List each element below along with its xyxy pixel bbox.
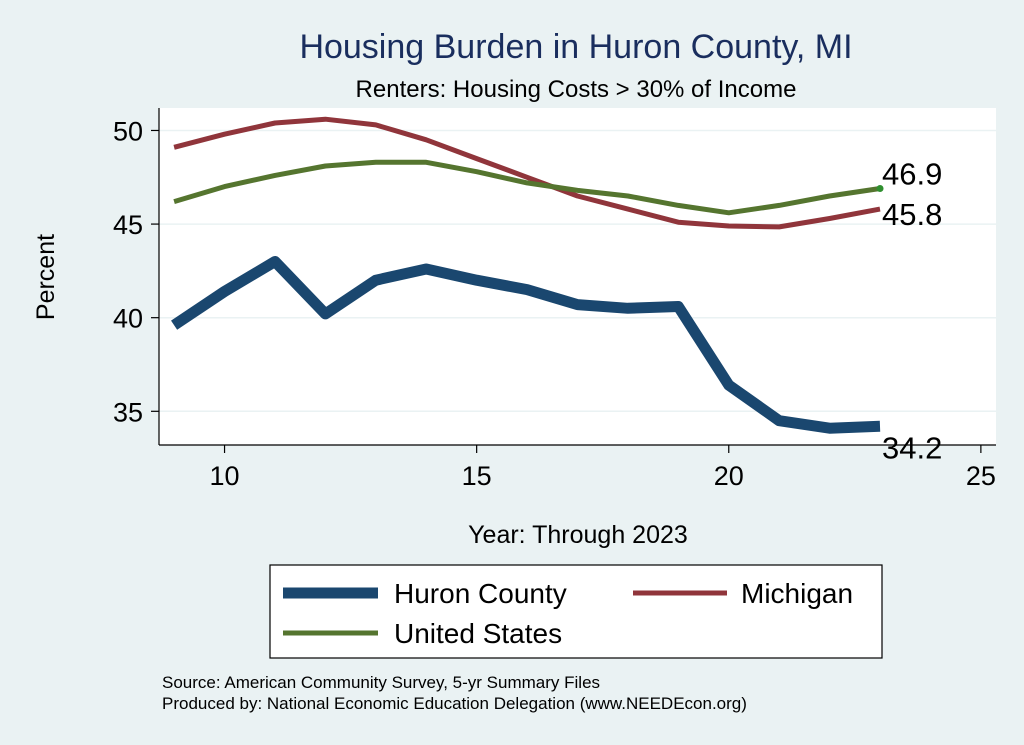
y-tick-label: 40: [113, 304, 143, 334]
series-layer: [171, 116, 884, 434]
producer-note: Produced by: National Economic Education…: [162, 694, 747, 713]
end-label-united-states: 46.9: [882, 157, 942, 192]
y-tick-label: 50: [113, 116, 143, 146]
end-label-michigan: 45.8: [882, 197, 942, 232]
series-line-huron-county: [171, 256, 881, 434]
chart-title: Housing Burden in Huron County, MI: [299, 28, 852, 66]
series-line-michigan: [173, 116, 881, 230]
legend-label-michigan: Michigan: [741, 578, 853, 609]
y-tick-label: 45: [113, 210, 143, 240]
x-axis-title: Year: Through 2023: [468, 521, 688, 549]
x-tick-label: 20: [714, 461, 744, 491]
legend-label-huron-county: Huron County: [394, 578, 567, 609]
chart-subtitle: Renters: Housing Costs > 30% of Income: [356, 76, 797, 103]
plot-area: [159, 108, 996, 445]
x-tick-label: 10: [210, 461, 240, 491]
y-axis-title: Percent: [32, 234, 60, 320]
gridlines: [159, 129, 996, 413]
y-tick-label: 35: [113, 397, 143, 427]
endpoint-marker-united-states: [876, 185, 884, 193]
series-line-united-states: [173, 159, 881, 216]
axis-ticks: 35 40 45 50 10 15 20 25: [113, 116, 996, 491]
legend: [269, 564, 883, 659]
legend-label-united-states: United States: [394, 618, 562, 649]
end-label-huron-county: 34.2: [882, 430, 942, 465]
source-note: Source: American Community Survey, 5-yr …: [162, 673, 600, 692]
x-tick-label: 25: [966, 461, 996, 491]
x-tick-label: 15: [462, 461, 492, 491]
